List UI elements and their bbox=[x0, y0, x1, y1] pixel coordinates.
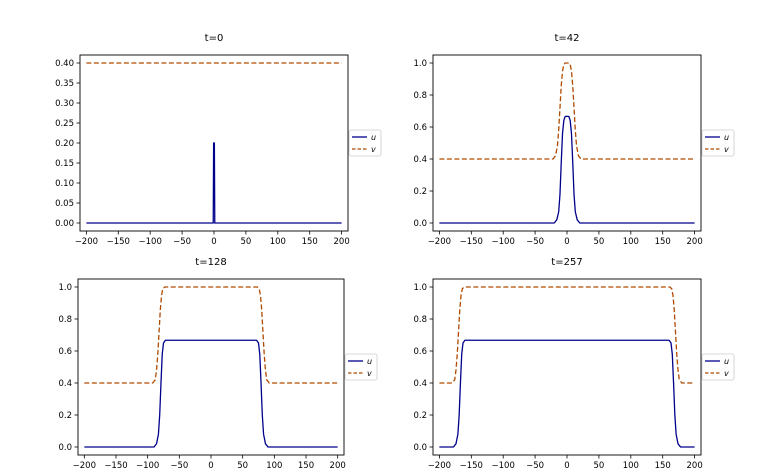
y-tick-label: 0.0 bbox=[413, 219, 427, 229]
y-tick-label: 0.00 bbox=[55, 219, 74, 229]
y-tick-label: 0.40 bbox=[55, 59, 74, 69]
x-tick-label: −200 bbox=[428, 237, 451, 247]
legend: uv bbox=[348, 129, 382, 157]
legend: uv bbox=[701, 353, 735, 381]
y-tick-label: 1.0 bbox=[413, 59, 427, 69]
x-tick-label: 50 bbox=[593, 237, 604, 247]
subplot-1: t=0 −200 −150 −100 −50 0 50 100 150 200 0.00 0.05 0.… bbox=[55, 33, 382, 247]
x-tick-label: 0 bbox=[564, 461, 569, 471]
y-tick-label: 0.0 bbox=[58, 443, 72, 453]
x-tick-label: 50 bbox=[593, 461, 604, 471]
axes-frame bbox=[77, 278, 345, 456]
legend-label-u: u bbox=[724, 133, 729, 142]
x-tick-label: −200 bbox=[428, 461, 451, 471]
y-tick-label: 0.25 bbox=[55, 119, 74, 129]
y-tick-label: 0.05 bbox=[55, 199, 74, 209]
subplot-title: t=128 bbox=[195, 257, 226, 268]
legend-label-u: u bbox=[367, 357, 372, 366]
legend-label-v: v bbox=[724, 145, 729, 154]
x-tick-label: −200 bbox=[73, 461, 96, 471]
x-tick-label: 200 bbox=[687, 461, 703, 471]
subplot-title: t=257 bbox=[551, 257, 582, 268]
subplot-3: t=128 −200 −150 −100 −50 0 50 100 150 200 0.0 0.2 0.… bbox=[58, 257, 378, 471]
y-tick-label: 0.0 bbox=[413, 443, 427, 453]
series-line-u bbox=[439, 339, 695, 448]
x-tick-label: −150 bbox=[460, 237, 483, 247]
legend-box bbox=[344, 353, 378, 381]
subplot-title: t=0 bbox=[205, 33, 224, 44]
x-tick-label: −150 bbox=[107, 237, 130, 247]
y-tick-label: 0.20 bbox=[55, 139, 74, 149]
x-tick-label: −50 bbox=[170, 461, 188, 471]
legend: uv bbox=[701, 129, 735, 157]
x-tick-label: 0 bbox=[208, 461, 213, 471]
legend-label-v: v bbox=[371, 145, 376, 154]
y-tick-label: 0.4 bbox=[413, 155, 427, 165]
legend-box bbox=[701, 129, 735, 157]
y-tick-label: 1.0 bbox=[58, 283, 72, 293]
x-tick-label: −100 bbox=[492, 237, 515, 247]
y-tick-label: 0.10 bbox=[55, 179, 74, 189]
x-tick-label: 200 bbox=[687, 237, 703, 247]
y-tick-label: 0.8 bbox=[413, 91, 427, 101]
x-tick-label: −150 bbox=[104, 461, 127, 471]
x-tick-label: 150 bbox=[655, 461, 671, 471]
x-tick-label: −100 bbox=[136, 461, 159, 471]
y-tick-label: 0.4 bbox=[58, 379, 72, 389]
x-tick-label: 200 bbox=[334, 237, 350, 247]
y-tick-label: 0.6 bbox=[413, 123, 427, 133]
x-tick-label: 50 bbox=[237, 461, 248, 471]
axes-frame bbox=[432, 54, 702, 232]
x-tick-label: 0 bbox=[211, 237, 216, 247]
y-tick-label: 1.0 bbox=[413, 283, 427, 293]
x-tick-label: 100 bbox=[270, 237, 286, 247]
x-tick-label: 100 bbox=[623, 237, 639, 247]
x-tick-label: −100 bbox=[492, 461, 515, 471]
legend-label-v: v bbox=[724, 369, 729, 378]
y-tick-label: 0.2 bbox=[413, 187, 427, 197]
x-tick-label: −200 bbox=[75, 237, 98, 247]
legend-label-v: v bbox=[367, 369, 372, 378]
legend-label-u: u bbox=[371, 133, 376, 142]
x-tick-label: 150 bbox=[302, 237, 318, 247]
y-tick-label: 0.2 bbox=[413, 411, 427, 421]
series-line-u bbox=[84, 339, 338, 448]
y-tick-label: 0.4 bbox=[413, 379, 427, 389]
legend-box bbox=[348, 129, 382, 157]
y-tick-label: 0.2 bbox=[58, 411, 72, 421]
series-line-u bbox=[439, 115, 695, 224]
y-tick-label: 0.6 bbox=[58, 347, 72, 357]
legend-box bbox=[701, 353, 735, 381]
subplot-2: t=42 −200 −150 −100 −50 0 50 100 150 200 0.0 0.2 0.4… bbox=[413, 33, 735, 247]
series-line-u bbox=[86, 142, 342, 224]
axes-frame bbox=[432, 278, 702, 456]
x-tick-label: 150 bbox=[298, 461, 314, 471]
x-tick-label: −150 bbox=[460, 461, 483, 471]
x-tick-label: 100 bbox=[623, 461, 639, 471]
x-tick-label: −50 bbox=[173, 237, 191, 247]
x-tick-label: 200 bbox=[330, 461, 346, 471]
y-tick-label: 0.30 bbox=[55, 99, 74, 109]
x-tick-label: 50 bbox=[240, 237, 251, 247]
x-tick-label: 0 bbox=[564, 237, 569, 247]
y-tick-label: 0.8 bbox=[58, 315, 72, 325]
y-tick-label: 0.15 bbox=[55, 159, 74, 169]
series-line-v bbox=[439, 62, 695, 160]
x-tick-label: −50 bbox=[526, 237, 544, 247]
y-tick-label: 0.6 bbox=[413, 347, 427, 357]
subplot-title: t=42 bbox=[554, 33, 579, 44]
x-tick-label: −50 bbox=[526, 461, 544, 471]
series-line-v bbox=[439, 286, 695, 384]
legend-label-u: u bbox=[724, 357, 729, 366]
x-tick-label: 150 bbox=[655, 237, 671, 247]
y-tick-label: 0.8 bbox=[413, 315, 427, 325]
x-tick-label: −100 bbox=[139, 237, 162, 247]
subplot-4: t=257 −200 −150 −100 −50 0 50 100 150 200 0.0 0.2 0.… bbox=[413, 257, 735, 471]
legend: uv bbox=[344, 353, 378, 381]
x-tick-label: 100 bbox=[266, 461, 282, 471]
y-tick-label: 0.35 bbox=[55, 79, 74, 89]
series-line-v bbox=[84, 286, 338, 384]
